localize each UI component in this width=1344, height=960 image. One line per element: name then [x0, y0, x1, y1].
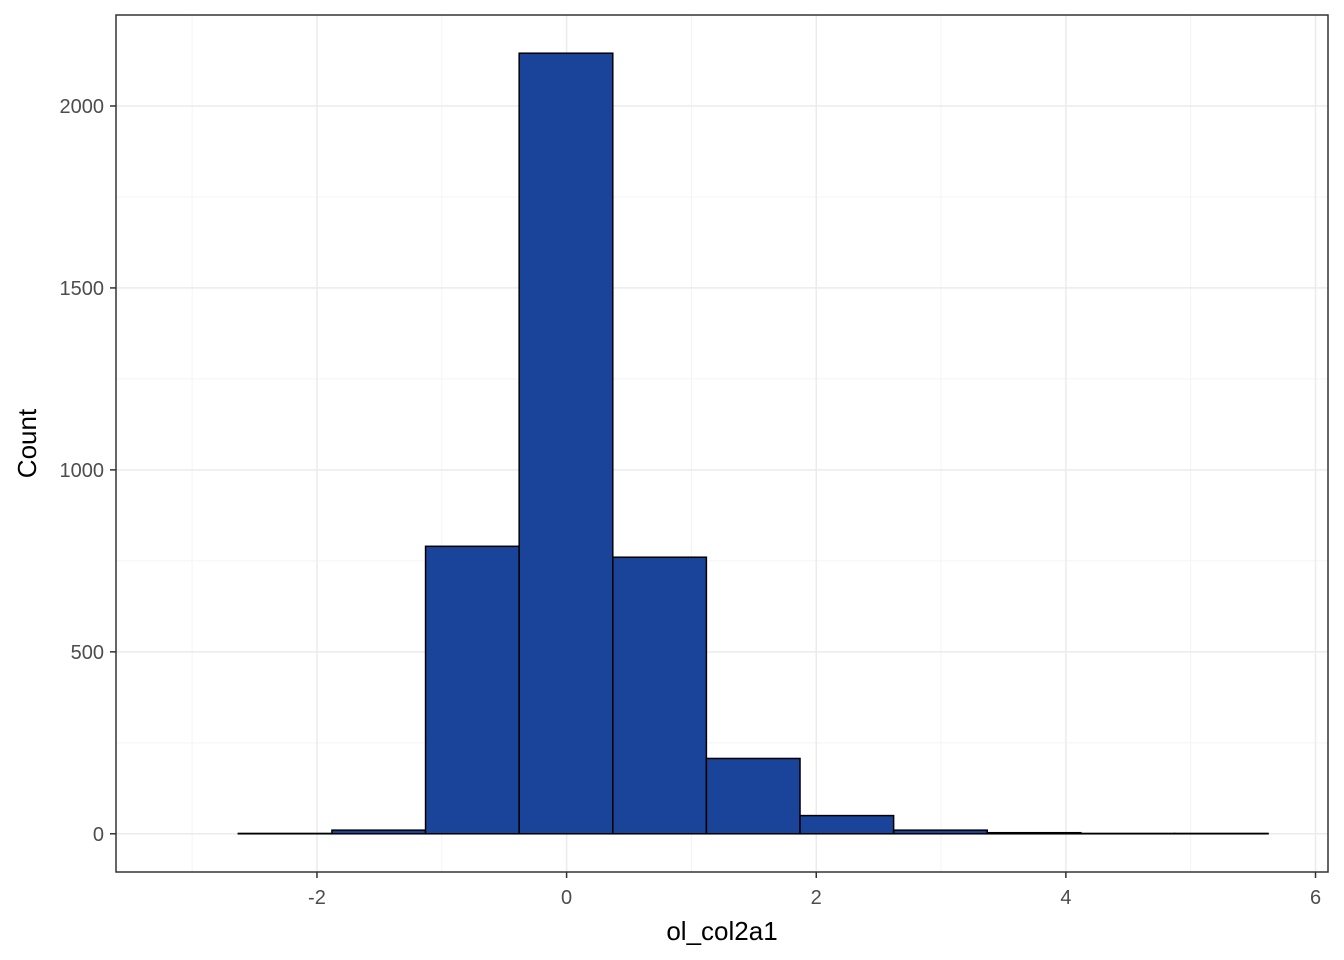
y-tick-label: 1000 [60, 460, 105, 482]
x-axis-title: ol_col2a1 [666, 916, 777, 946]
y-tick-label: 2000 [60, 96, 105, 118]
histogram-bar [612, 556, 708, 835]
y-axis-title: Count [12, 408, 42, 478]
x-tick-label: 0 [561, 887, 572, 909]
x-tick-label: 2 [811, 887, 822, 909]
histogram-bars [237, 52, 1269, 835]
histogram-bar [799, 814, 895, 835]
y-tick-label: 0 [93, 824, 104, 846]
histogram-bar [518, 52, 614, 835]
histogram-bar [331, 829, 427, 835]
y-tick-label: 1500 [60, 278, 105, 300]
grid-lines [116, 15, 1328, 872]
histogram-bar [986, 831, 1082, 835]
histogram-bar [705, 757, 801, 835]
x-tick-label: 6 [1310, 887, 1321, 909]
x-tick-label: -2 [308, 887, 326, 909]
y-tick-label: 500 [71, 642, 104, 664]
histogram-bar [892, 829, 988, 835]
y-axis: 0 500 1000 1500 2000 [60, 96, 116, 846]
plot-panel-border [115, 14, 1329, 873]
histogram-bar [424, 545, 520, 835]
x-axis: -2 0 2 4 6 [308, 872, 1321, 909]
x-tick-label: 4 [1060, 887, 1071, 909]
